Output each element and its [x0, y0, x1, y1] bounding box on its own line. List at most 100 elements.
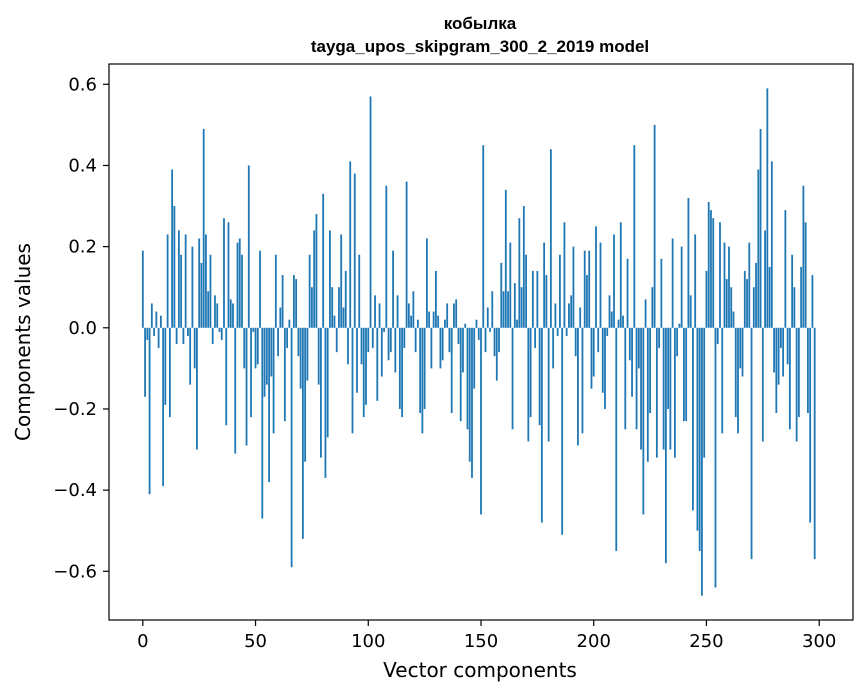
bar — [437, 315, 440, 328]
bar — [714, 327, 717, 588]
bar — [362, 327, 365, 418]
bar — [507, 291, 509, 328]
bar — [570, 295, 573, 328]
bar — [216, 303, 219, 328]
bar — [320, 327, 322, 458]
bar — [498, 327, 500, 353]
bar — [335, 327, 338, 353]
bar — [631, 327, 633, 397]
bar — [673, 327, 676, 458]
bar — [232, 303, 234, 328]
bar — [274, 254, 277, 328]
bar — [529, 327, 532, 418]
bar — [687, 197, 690, 328]
bar — [518, 218, 521, 328]
bar — [351, 327, 354, 434]
bar — [168, 327, 171, 418]
bar — [561, 327, 564, 535]
bar — [182, 327, 185, 345]
bar — [292, 275, 295, 328]
bar — [610, 311, 613, 328]
bar — [283, 327, 286, 422]
bar — [795, 327, 798, 442]
bar — [263, 327, 266, 397]
bar — [466, 327, 469, 430]
bar — [728, 246, 730, 328]
bar — [703, 327, 706, 458]
bar — [761, 327, 764, 442]
bar — [590, 327, 593, 389]
bar — [473, 327, 476, 389]
bar — [227, 222, 230, 328]
bar — [207, 291, 210, 328]
bar — [689, 295, 692, 328]
bar — [525, 254, 527, 328]
bar — [662, 327, 665, 450]
x-axis: 0 50 100 150 200 250 300 — [137, 620, 836, 652]
y-tick-label: 0.0 — [68, 318, 97, 339]
bar — [214, 295, 216, 328]
bar — [272, 327, 275, 434]
bar — [297, 327, 300, 357]
bar — [268, 327, 270, 483]
bar — [788, 327, 791, 430]
bar — [520, 287, 523, 328]
bar — [389, 327, 392, 353]
bar — [583, 250, 586, 328]
y-tick-label: −0.4 — [53, 480, 97, 501]
bar — [209, 254, 212, 328]
bar — [299, 327, 302, 389]
bar — [331, 287, 334, 328]
bar — [773, 327, 775, 373]
bar — [432, 311, 435, 328]
bar — [471, 327, 473, 478]
bar — [189, 327, 192, 385]
x-tick-label: 100 — [351, 631, 385, 652]
bar — [378, 303, 381, 328]
bar — [552, 327, 555, 369]
bar — [649, 327, 651, 414]
bar — [807, 327, 809, 414]
chart-title-line2: tayga_upos_skipgram_300_2_2019 model — [311, 37, 649, 56]
bar — [383, 327, 385, 332]
bar — [622, 315, 624, 328]
bar — [705, 270, 708, 328]
bar — [225, 327, 228, 426]
bar — [304, 327, 307, 462]
bar — [419, 327, 422, 414]
bar — [588, 250, 591, 328]
chart-title-line1: кобылка — [444, 14, 517, 33]
bar — [358, 254, 361, 328]
bar — [534, 327, 537, 349]
bar — [405, 181, 408, 328]
bar — [338, 287, 340, 328]
y-tick-label: 0.6 — [68, 74, 97, 95]
bar — [301, 327, 304, 539]
bar — [423, 327, 426, 409]
bar — [554, 303, 557, 328]
bar — [516, 319, 518, 328]
bar — [256, 327, 259, 365]
bar — [495, 327, 498, 381]
bar — [626, 258, 629, 328]
bar — [187, 327, 189, 336]
bar — [522, 206, 525, 328]
bar — [667, 327, 670, 409]
bar — [482, 145, 485, 328]
bar — [385, 185, 388, 328]
bar — [367, 327, 370, 353]
bar — [545, 275, 548, 328]
bar — [245, 327, 248, 446]
bar — [511, 327, 514, 430]
bar — [696, 327, 699, 531]
bar — [322, 193, 325, 328]
bar — [265, 327, 268, 385]
bar — [730, 287, 733, 328]
bar — [144, 327, 146, 397]
bar — [619, 222, 622, 328]
bar — [640, 327, 642, 450]
bar — [811, 275, 814, 328]
bar — [369, 96, 372, 328]
bar — [459, 327, 462, 422]
bar — [398, 327, 401, 409]
